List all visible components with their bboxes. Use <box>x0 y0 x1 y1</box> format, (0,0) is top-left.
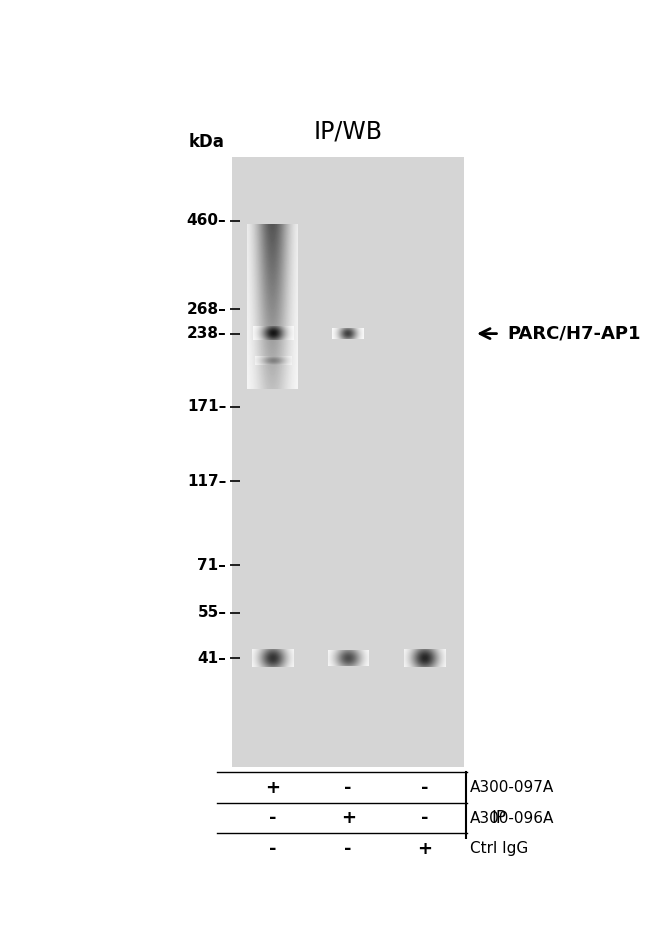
Text: 171–: 171– <box>187 399 226 414</box>
Text: 71–: 71– <box>198 558 226 573</box>
Text: IP: IP <box>492 809 507 827</box>
Text: A300-096A: A300-096A <box>470 811 554 826</box>
Text: Ctrl IgG: Ctrl IgG <box>470 841 528 856</box>
Text: -: - <box>344 779 352 797</box>
Text: -: - <box>344 839 352 858</box>
Text: -: - <box>421 779 428 797</box>
Text: -: - <box>421 809 428 827</box>
Text: PARC/H7-AP1: PARC/H7-AP1 <box>507 324 640 342</box>
Text: -: - <box>269 839 277 858</box>
Text: IP/WB: IP/WB <box>314 120 383 143</box>
Text: +: + <box>341 809 356 827</box>
Text: 41–: 41– <box>198 651 226 666</box>
Text: -: - <box>269 809 277 827</box>
Text: +: + <box>265 779 280 797</box>
Text: 55–: 55– <box>198 605 226 620</box>
Bar <box>233 157 464 767</box>
Text: 238–: 238– <box>187 326 226 341</box>
Text: 117–: 117– <box>187 473 226 488</box>
Text: kDa: kDa <box>189 133 225 151</box>
Text: A300-097A: A300-097A <box>470 780 554 795</box>
Text: +: + <box>417 839 432 858</box>
Text: 268–: 268– <box>187 302 226 317</box>
Text: 460–: 460– <box>187 213 226 228</box>
